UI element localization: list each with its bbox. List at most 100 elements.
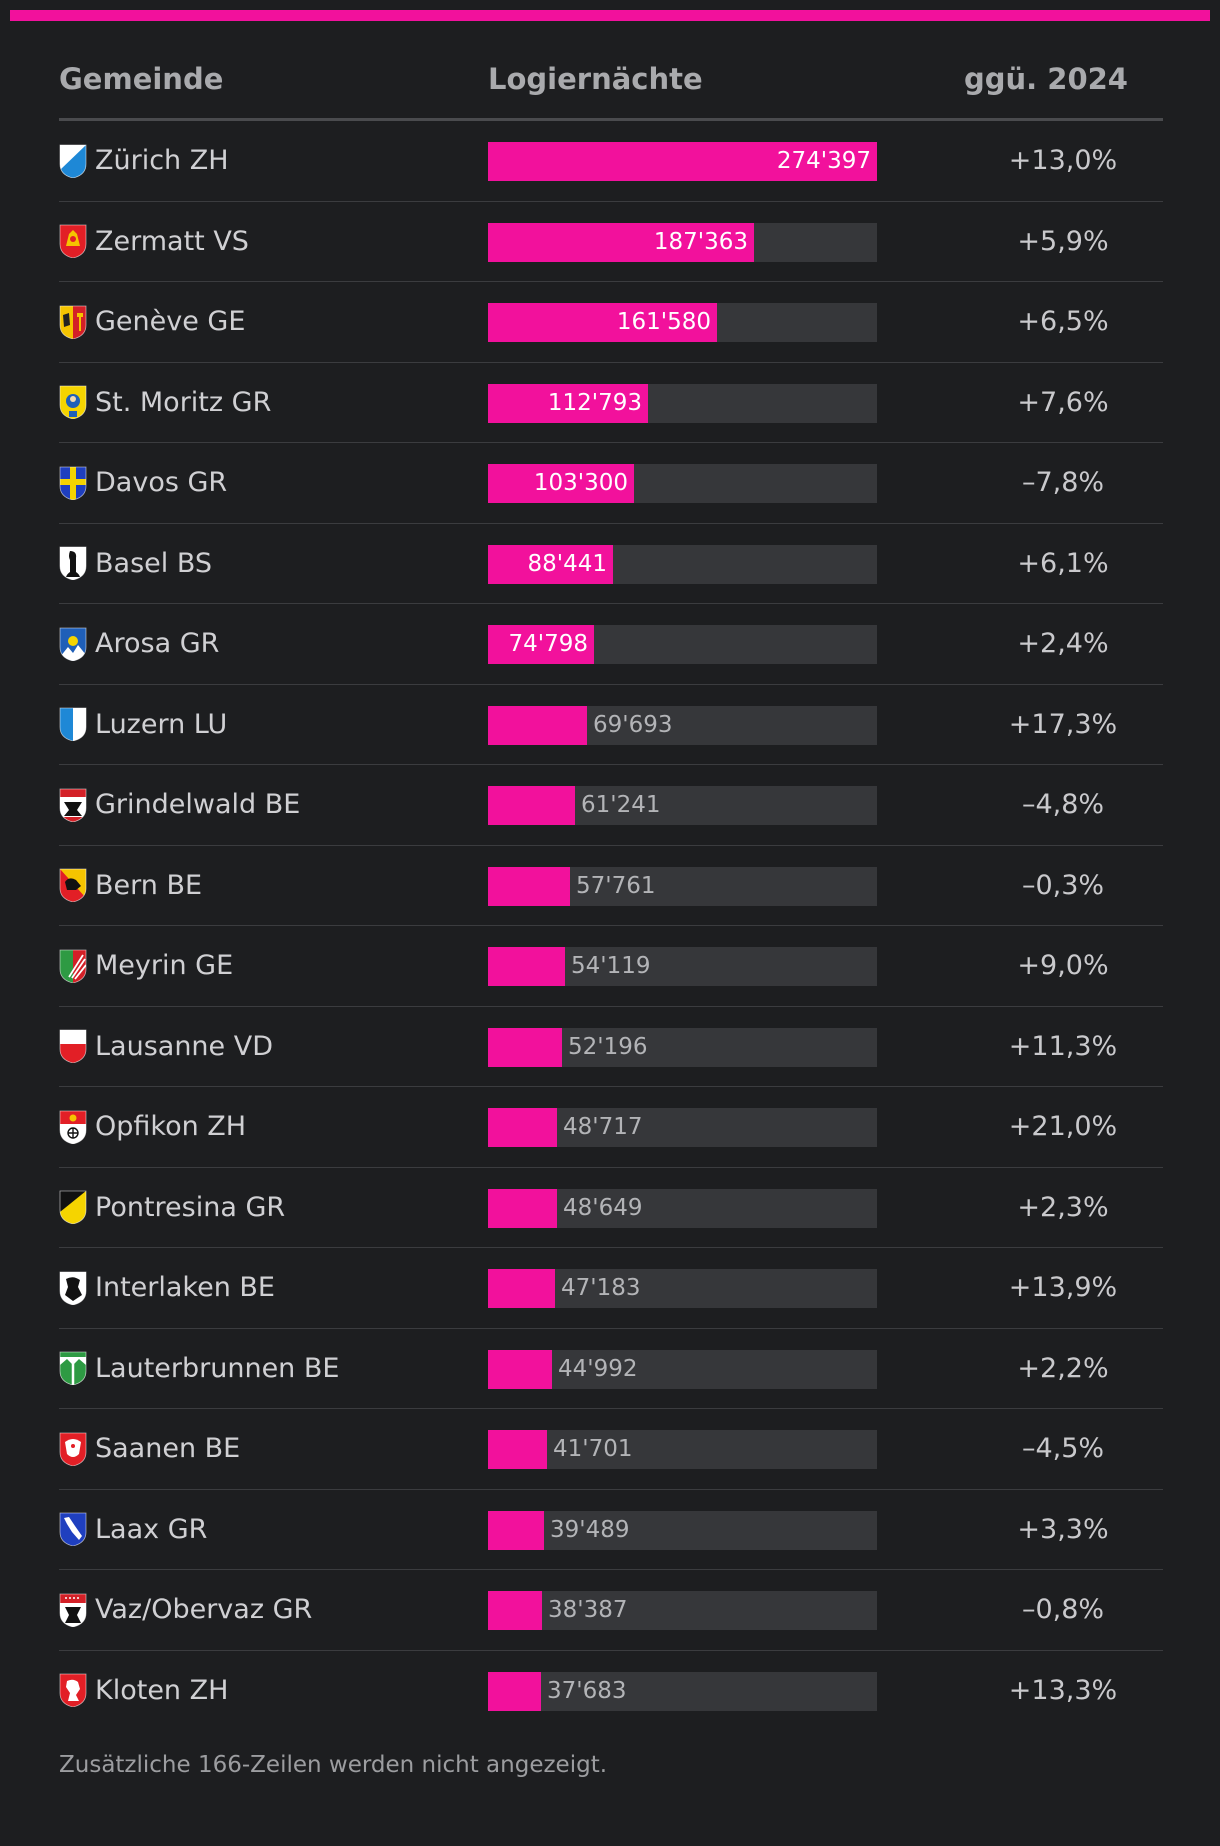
gemeinde-cell: Lausanne VD xyxy=(59,1007,273,1086)
bar-track: 161'580 xyxy=(488,303,877,342)
bar xyxy=(488,625,594,664)
gemeinde-cell: Luzern LU xyxy=(59,685,227,764)
change-cell: +13,3% xyxy=(1008,1674,1118,1706)
gemeinde-cell: Genève GE xyxy=(59,282,245,361)
gemeinde-cell: Laax GR xyxy=(59,1490,207,1569)
bar-value-label: 88'441 xyxy=(527,550,608,577)
gemeinde-cell: St. Moritz GR xyxy=(59,363,271,442)
table-row: Lausanne VD 52'196 +11,3% xyxy=(59,1007,1163,1087)
bar-track: 52'196 xyxy=(488,1027,877,1067)
change-cell: –0,8% xyxy=(1021,1594,1105,1625)
basel-crest xyxy=(59,546,87,580)
bar xyxy=(488,1349,552,1389)
bar-value-label: 48'717 xyxy=(563,1114,643,1140)
change-cell: –0,3% xyxy=(1021,869,1105,901)
bar-track: 48'717 xyxy=(488,1108,877,1147)
bar-track: 187'363 xyxy=(488,222,877,262)
gemeinde-name: Kloten ZH xyxy=(95,1674,229,1706)
gemeinde-name: Arosa GR xyxy=(95,628,220,659)
bern-crest xyxy=(59,868,87,902)
column-header-logiernaechte[interactable]: Logiernächte xyxy=(488,62,703,96)
bar-value-label: 52'196 xyxy=(568,1033,648,1060)
change-cell: +13,9% xyxy=(1008,1272,1118,1303)
bar-track: 74'798 xyxy=(488,625,877,664)
bar xyxy=(488,1510,544,1550)
change-cell: +3,3% xyxy=(1017,1513,1109,1545)
bar-value-label: 74'798 xyxy=(508,631,589,657)
table-row: Bern BE 57'761 –0,3% xyxy=(59,846,1163,926)
accent-bar xyxy=(10,10,1210,21)
change-cell: –4,8% xyxy=(1021,789,1105,820)
change-cell: +2,2% xyxy=(1017,1352,1109,1384)
table-row: Meyrin GE 54'119 +9,0% xyxy=(59,926,1163,1007)
bar-track: 44'992 xyxy=(488,1349,877,1389)
bar xyxy=(488,142,877,181)
bar-value-label: 274'397 xyxy=(776,148,871,174)
table-row: Genève GE 161'580 +6,5% xyxy=(59,282,1163,363)
table-row: Zürich ZH 274'397 +13,0% xyxy=(59,121,1163,202)
bar-value-label: 44'992 xyxy=(558,1355,638,1382)
geneve-crest xyxy=(59,305,87,339)
bar xyxy=(488,544,613,584)
change-cell: +7,6% xyxy=(1017,386,1109,418)
gemeinde-cell: Davos GR xyxy=(59,443,227,522)
opfikon-crest xyxy=(59,1110,87,1144)
bar-track: 274'397 xyxy=(488,142,877,181)
table-row: Interlaken BE 47'183 +13,9% xyxy=(59,1248,1163,1329)
footnote: Zusätzliche 166-Zeilen werden nicht ange… xyxy=(59,1752,608,1778)
bar xyxy=(488,705,587,745)
gemeinde-cell: Grindelwald BE xyxy=(59,765,300,844)
table-row: Laax GR 39'489 +3,3% xyxy=(59,1490,1163,1570)
column-header-gemeinde[interactable]: Gemeinde xyxy=(59,62,224,96)
table-row: Arosa GR 74'798 +2,4% xyxy=(59,604,1163,685)
saanen-crest xyxy=(59,1432,87,1466)
column-header-change[interactable]: ggü. 2024 xyxy=(964,62,1128,96)
bar-value-label: 61'241 xyxy=(581,792,661,818)
gemeinde-name: Meyrin GE xyxy=(95,950,234,981)
bar-track: 39'489 xyxy=(488,1510,877,1550)
table-row: Grindelwald BE 61'241 –4,8% xyxy=(59,765,1163,846)
bar-value-label: 37'683 xyxy=(547,1677,627,1704)
bar xyxy=(488,1430,547,1469)
gemeinde-cell: Pontresina GR xyxy=(59,1168,285,1247)
change-cell: +21,0% xyxy=(1008,1111,1118,1142)
change-cell: –4,5% xyxy=(1021,1433,1105,1464)
table-row: Zermatt VS 187'363 +5,9% xyxy=(59,202,1163,282)
change-cell: +6,5% xyxy=(1017,306,1109,337)
zurich-crest xyxy=(59,144,87,178)
table-row: St. Moritz GR 112'793 +7,6% xyxy=(59,363,1163,443)
gemeinde-name: Lausanne VD xyxy=(95,1030,273,1062)
gemeinde-cell: Saanen BE xyxy=(59,1409,240,1488)
bar xyxy=(488,222,754,262)
gemeinde-cell: Bern BE xyxy=(59,846,202,925)
gemeinde-name: Davos GR xyxy=(95,467,228,498)
bar xyxy=(488,947,565,986)
bar xyxy=(488,1671,541,1711)
bar xyxy=(488,1108,557,1147)
ranking-table: Gemeinde Logiernächte ggü. 2024 Zürich Z… xyxy=(59,40,1163,1730)
gemeinde-name: Genève GE xyxy=(95,306,246,337)
bar xyxy=(488,866,570,906)
bar xyxy=(488,1269,555,1308)
change-cell: +13,0% xyxy=(1008,145,1118,176)
bar-track: 103'300 xyxy=(488,464,877,503)
bar-track: 37'683 xyxy=(488,1671,877,1711)
change-cell: +5,9% xyxy=(1017,225,1109,257)
bar-value-label: 38'387 xyxy=(548,1597,628,1623)
bar xyxy=(488,1188,557,1228)
change-cell: +17,3% xyxy=(1008,708,1118,740)
zermatt-crest xyxy=(59,224,87,258)
gemeinde-name: Basel BS xyxy=(95,547,213,579)
gemeinde-name: Lauterbrunnen BE xyxy=(95,1352,340,1384)
bar xyxy=(488,464,634,503)
gemeinde-name: Opfikon ZH xyxy=(95,1111,247,1142)
bar-track: 54'119 xyxy=(488,947,877,986)
change-cell: +9,0% xyxy=(1017,950,1109,981)
bar-track: 57'761 xyxy=(488,866,877,906)
table-row: Vaz/Obervaz GR 38'387 –0,8% xyxy=(59,1570,1163,1651)
bar xyxy=(488,786,575,825)
davos-crest xyxy=(59,466,87,500)
gemeinde-cell: Vaz/Obervaz GR xyxy=(59,1570,312,1649)
table-row: Luzern LU 69'693 +17,3% xyxy=(59,685,1163,765)
gemeinde-name: Zermatt VS xyxy=(95,225,249,257)
